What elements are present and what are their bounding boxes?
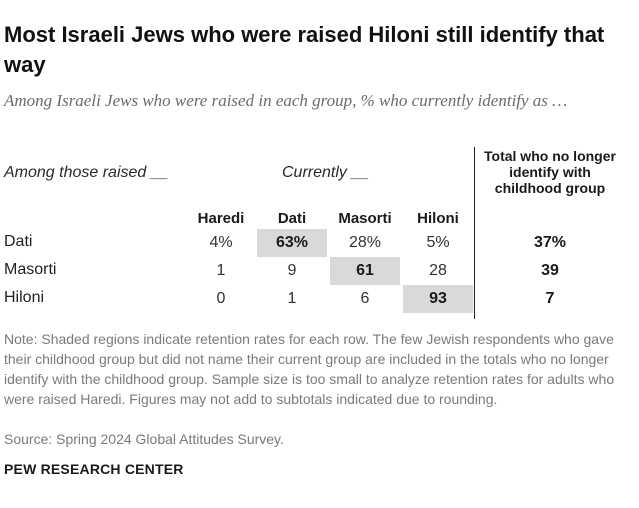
chart-title: Most Israeli Jews who were raised Hiloni… (4, 22, 605, 77)
cell-dati-masorti: 28% (348, 234, 382, 251)
cell-dati-hiloni: 5% (426, 234, 450, 251)
cell-hiloni-masorti: 6 (360, 290, 370, 307)
total-masorti: 39 (541, 262, 559, 279)
cell-hiloni-dati: 1 (287, 290, 297, 307)
column-header-dati: Dati (277, 210, 307, 227)
chart-note: Note: Shaded regions indicate retention … (4, 331, 615, 407)
brand-logo-text: PEW RESEARCH CENTER (4, 461, 184, 477)
cell-dati-haredi: 4% (209, 234, 233, 251)
cell-masorti-haredi: 1 (216, 262, 226, 279)
row-label-dati: Dati (4, 233, 33, 250)
chart-subtitle: Among Israeli Jews who were raised in ea… (4, 91, 568, 110)
cell-hiloni-hiloni: 93 (403, 285, 473, 313)
total-hiloni: 7 (545, 290, 555, 307)
row-label-hiloni: Hiloni (4, 289, 45, 306)
cell-hiloni-haredi: 0 (216, 290, 226, 307)
row-label-masorti: Masorti (4, 261, 57, 278)
total-column-divider (474, 147, 475, 319)
total-column-header: Total who no longer identify with childh… (484, 148, 616, 196)
chart-source: Source: Spring 2024 Global Attitudes Sur… (4, 431, 284, 447)
column-header-haredi: Haredi (197, 210, 245, 227)
column-header-hiloni: Hiloni (417, 210, 459, 227)
cell-masorti-masorti: 61 (330, 257, 400, 285)
cell-masorti-hiloni: 28 (429, 262, 447, 279)
column-group-label: Currently __ (282, 164, 370, 181)
total-dati: 37% (533, 234, 567, 251)
row-group-label: Among those raised __ (4, 164, 169, 181)
column-header-masorti: Masorti (338, 210, 392, 227)
cell-masorti-dati: 9 (287, 262, 297, 279)
cell-dati-dati: 63% (257, 229, 327, 257)
